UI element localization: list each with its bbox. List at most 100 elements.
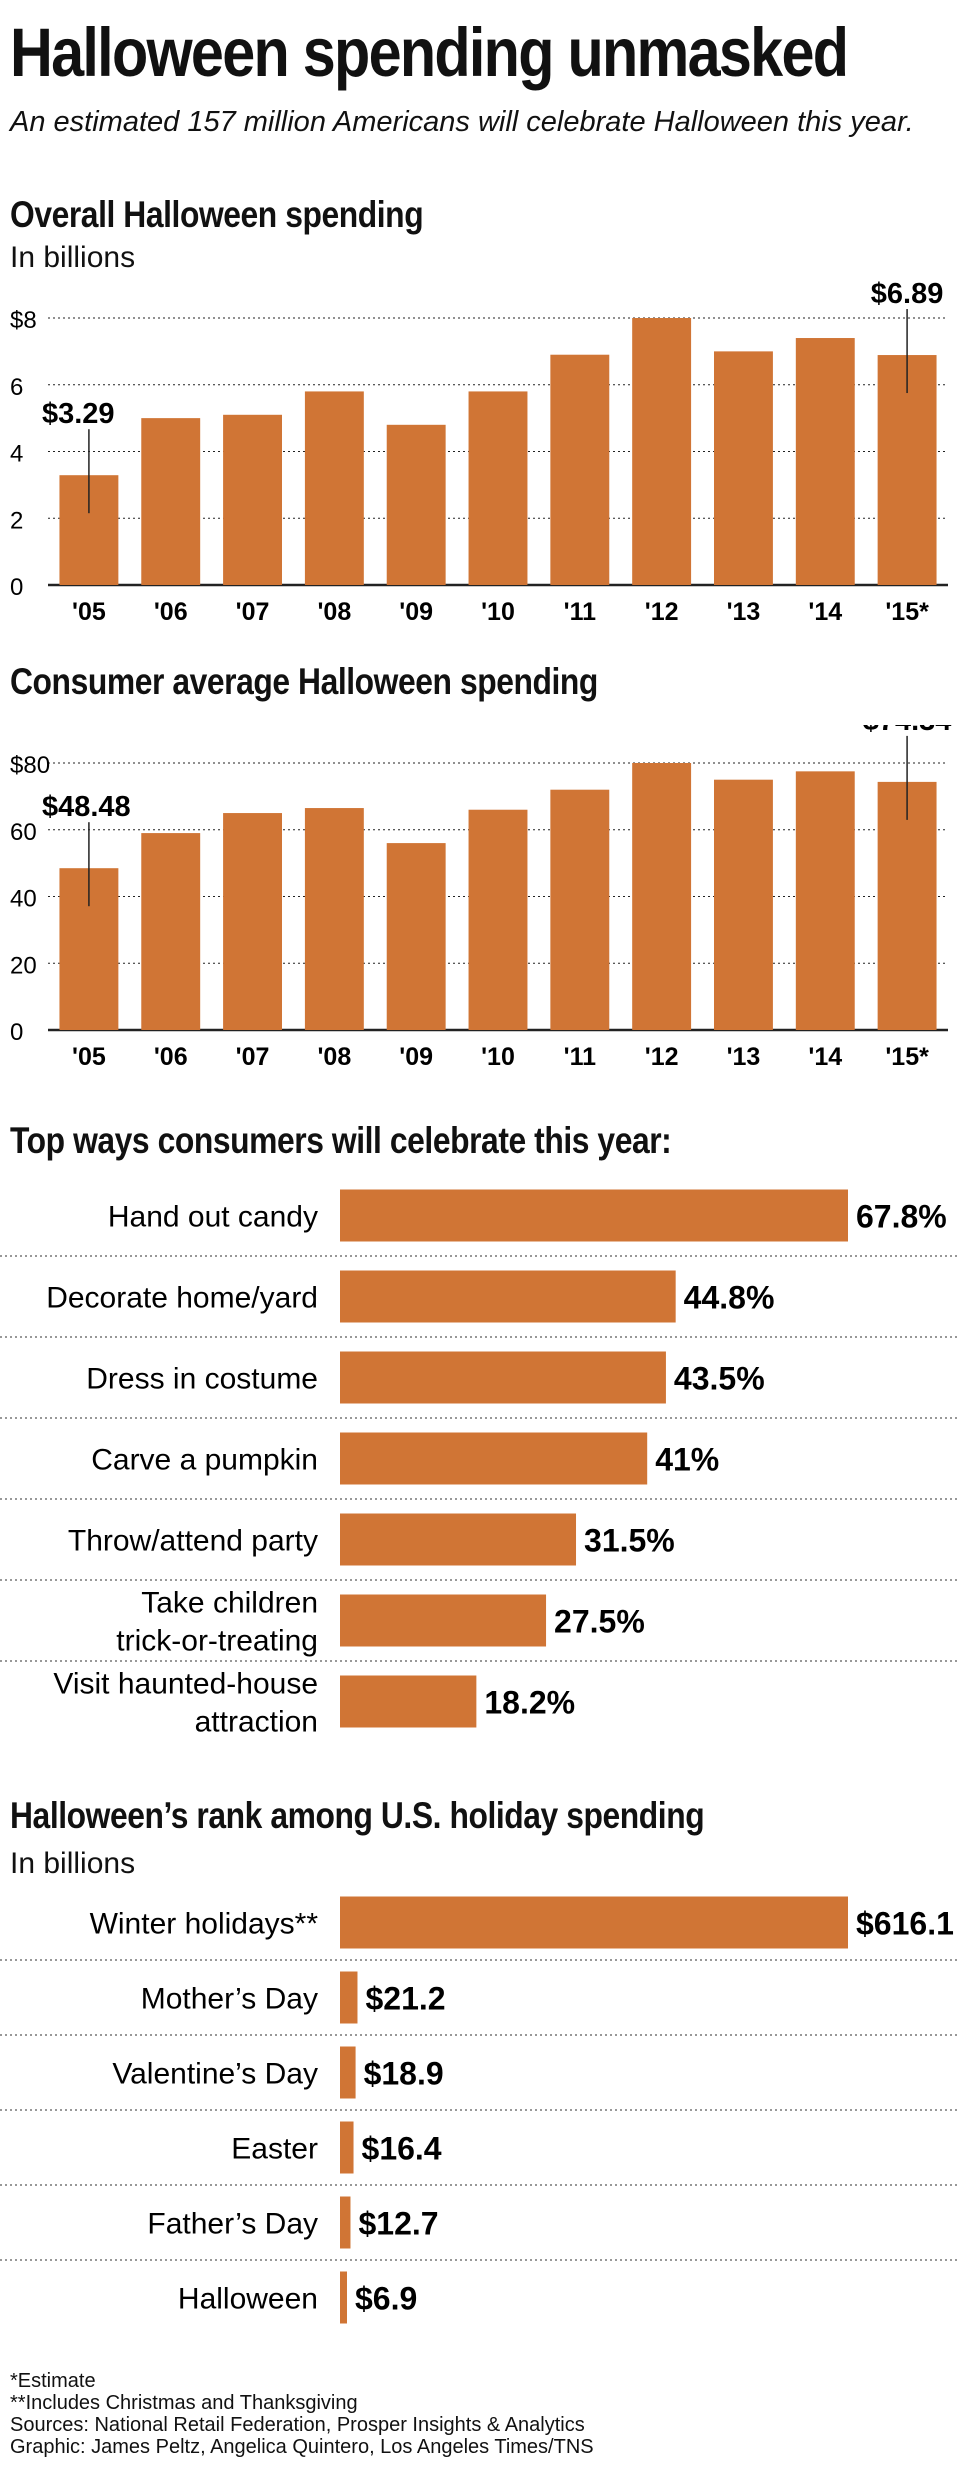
ways-bar — [340, 1432, 648, 1485]
average-ytick-label: 40 — [10, 886, 37, 913]
ways-value-label: 43.5% — [674, 1361, 765, 1397]
average-xtick-label: '07 — [236, 1043, 270, 1071]
ways-bar — [340, 1513, 577, 1566]
average-bar — [141, 833, 201, 1030]
ways-value-label: 44.8% — [684, 1280, 775, 1316]
overall-xtick-label: '08 — [317, 598, 351, 626]
average-spending-chart: 0 20 40 60 $80 '05 '06 '07 '08 '09 '10 '11 '12 '13 '14… — [10, 725, 952, 1071]
overall-annotation-label: $3.29 — [42, 398, 115, 430]
overall-ytick-label: 2 — [10, 507, 23, 534]
overall-bar — [386, 424, 446, 585]
overall-xtick-label: '11 — [564, 598, 596, 626]
average-xtick-label: '09 — [399, 1043, 433, 1071]
overall-bar — [632, 318, 692, 585]
ways-category-label: attraction — [195, 1706, 318, 1739]
average-bar — [632, 763, 692, 1030]
average-bar — [714, 779, 773, 1030]
ways-category-label: trick-or-treating — [116, 1625, 318, 1658]
overall-ytick-label: $8 — [10, 307, 37, 334]
footnote-credits: Graphic: James Peltz, Angelica Quintero,… — [10, 2436, 594, 2458]
overall-bar — [468, 391, 528, 585]
overall-xtick-label: '06 — [154, 598, 188, 626]
ways-bar — [340, 1351, 666, 1404]
overall-bar — [877, 355, 937, 585]
holiday-value-label: $16.4 — [362, 2131, 442, 2167]
overall-xtick-label: '15* — [885, 598, 929, 626]
celebrate-ways-title: Top ways consumers will celebrate this y… — [10, 1120, 672, 1161]
ways-bar — [340, 1594, 547, 1647]
average-annotation-label: $48.48 — [42, 791, 131, 823]
holiday-rank-chart: $616.1 Winter holidays** $21.2 Mother’s Day… — [0, 1896, 960, 2324]
overall-xtick-label: '09 — [399, 598, 433, 626]
average-ytick-label: 60 — [10, 819, 37, 846]
ways-value-label: 41% — [655, 1442, 719, 1478]
holiday-value-label: $616.1 — [856, 1906, 954, 1942]
overall-spending-chart: 0 2 4 6 $8 '05 '06 '07 '08 '09 '10 '11 '12 '13 '14 '15*… — [10, 280, 948, 626]
holiday-rank-title: Halloween’s rank among U.S. holiday spen… — [10, 1795, 705, 1836]
ways-category-label: Hand out candy — [108, 1201, 318, 1234]
overall-ytick-label: 6 — [10, 374, 23, 401]
average-bar — [386, 843, 446, 1030]
average-bar — [223, 813, 282, 1030]
holiday-rank-unit: In billions — [10, 1847, 136, 1880]
footnote-sources: Sources: National Retail Federation, Pro… — [10, 2414, 585, 2436]
overall-xtick-label: '12 — [645, 598, 679, 626]
holiday-bar — [340, 2196, 351, 2249]
average-xtick-label: '05 — [72, 1043, 106, 1071]
overall-xtick-label: '05 — [72, 598, 106, 626]
average-ytick-label: 0 — [10, 1019, 23, 1046]
ways-category-label: Decorate home/yard — [46, 1282, 318, 1315]
ways-value-label: 27.5% — [554, 1604, 645, 1640]
ways-bar — [340, 1270, 676, 1323]
average-xtick-label: '10 — [481, 1043, 515, 1071]
holiday-bar — [340, 2121, 354, 2174]
overall-xtick-label: '14 — [808, 598, 842, 626]
average-xtick-label: '11 — [564, 1043, 596, 1071]
holiday-bar — [340, 1896, 848, 1949]
ways-bar — [340, 1189, 848, 1242]
holiday-value-label: $18.9 — [364, 2056, 444, 2092]
celebrate-ways-chart: 67.8% Hand out candy 44.8% Decorate home/ya… — [0, 1189, 960, 1739]
ways-bar — [340, 1675, 477, 1728]
holiday-value-label: $21.2 — [365, 1981, 445, 2017]
holiday-category-label: Winter holidays** — [90, 1908, 319, 1941]
holiday-category-label: Halloween — [178, 2283, 318, 2316]
average-xtick-label: '14 — [808, 1043, 842, 1071]
average-xtick-label: '06 — [154, 1043, 188, 1071]
holiday-bar — [340, 2271, 347, 2324]
overall-bar — [304, 391, 364, 585]
page-title: Halloween spending unmasked — [10, 14, 849, 91]
average-spending-title: Consumer average Halloween spending — [10, 661, 598, 702]
ways-category-label: Throw/attend party — [68, 1525, 318, 1558]
average-ytick-label: 20 — [10, 952, 37, 979]
overall-spending-unit: In billions — [10, 241, 136, 274]
overall-spending-title: Overall Halloween spending — [10, 194, 424, 235]
ways-category-label: Visit haunted-house — [53, 1668, 318, 1701]
overall-bar — [223, 414, 282, 585]
holiday-category-label: Valentine’s Day — [112, 2058, 318, 2091]
average-annotation-label: $74.34 — [863, 725, 952, 737]
ways-category-label: Take children — [141, 1587, 318, 1620]
ways-value-label: 31.5% — [584, 1523, 675, 1559]
average-ytick-label: $80 — [10, 752, 50, 779]
average-bar — [468, 809, 528, 1030]
overall-xtick-label: '13 — [727, 598, 761, 626]
footnote-estimate: *Estimate — [10, 2370, 96, 2392]
ways-category-label: Carve a pumpkin — [91, 1444, 318, 1477]
average-xtick-label: '15* — [885, 1043, 929, 1071]
holiday-category-label: Father’s Day — [147, 2208, 318, 2241]
page-subtitle: An estimated 157 million Americans will … — [10, 106, 914, 138]
overall-annotation-label: $6.89 — [871, 280, 944, 310]
holiday-bar — [340, 2046, 356, 2099]
holiday-value-label: $6.9 — [355, 2281, 417, 2317]
overall-bar — [141, 418, 201, 585]
average-bar — [795, 771, 855, 1030]
average-bar — [304, 808, 364, 1030]
overall-bar — [714, 351, 773, 585]
holiday-value-label: $12.7 — [358, 2206, 438, 2242]
overall-bar — [550, 354, 610, 585]
holiday-bar — [340, 1971, 358, 2024]
average-xtick-label: '13 — [727, 1043, 761, 1071]
ways-value-label: 67.8% — [856, 1199, 947, 1235]
footnote-winter: **Includes Christmas and Thanksgiving — [10, 2392, 358, 2414]
